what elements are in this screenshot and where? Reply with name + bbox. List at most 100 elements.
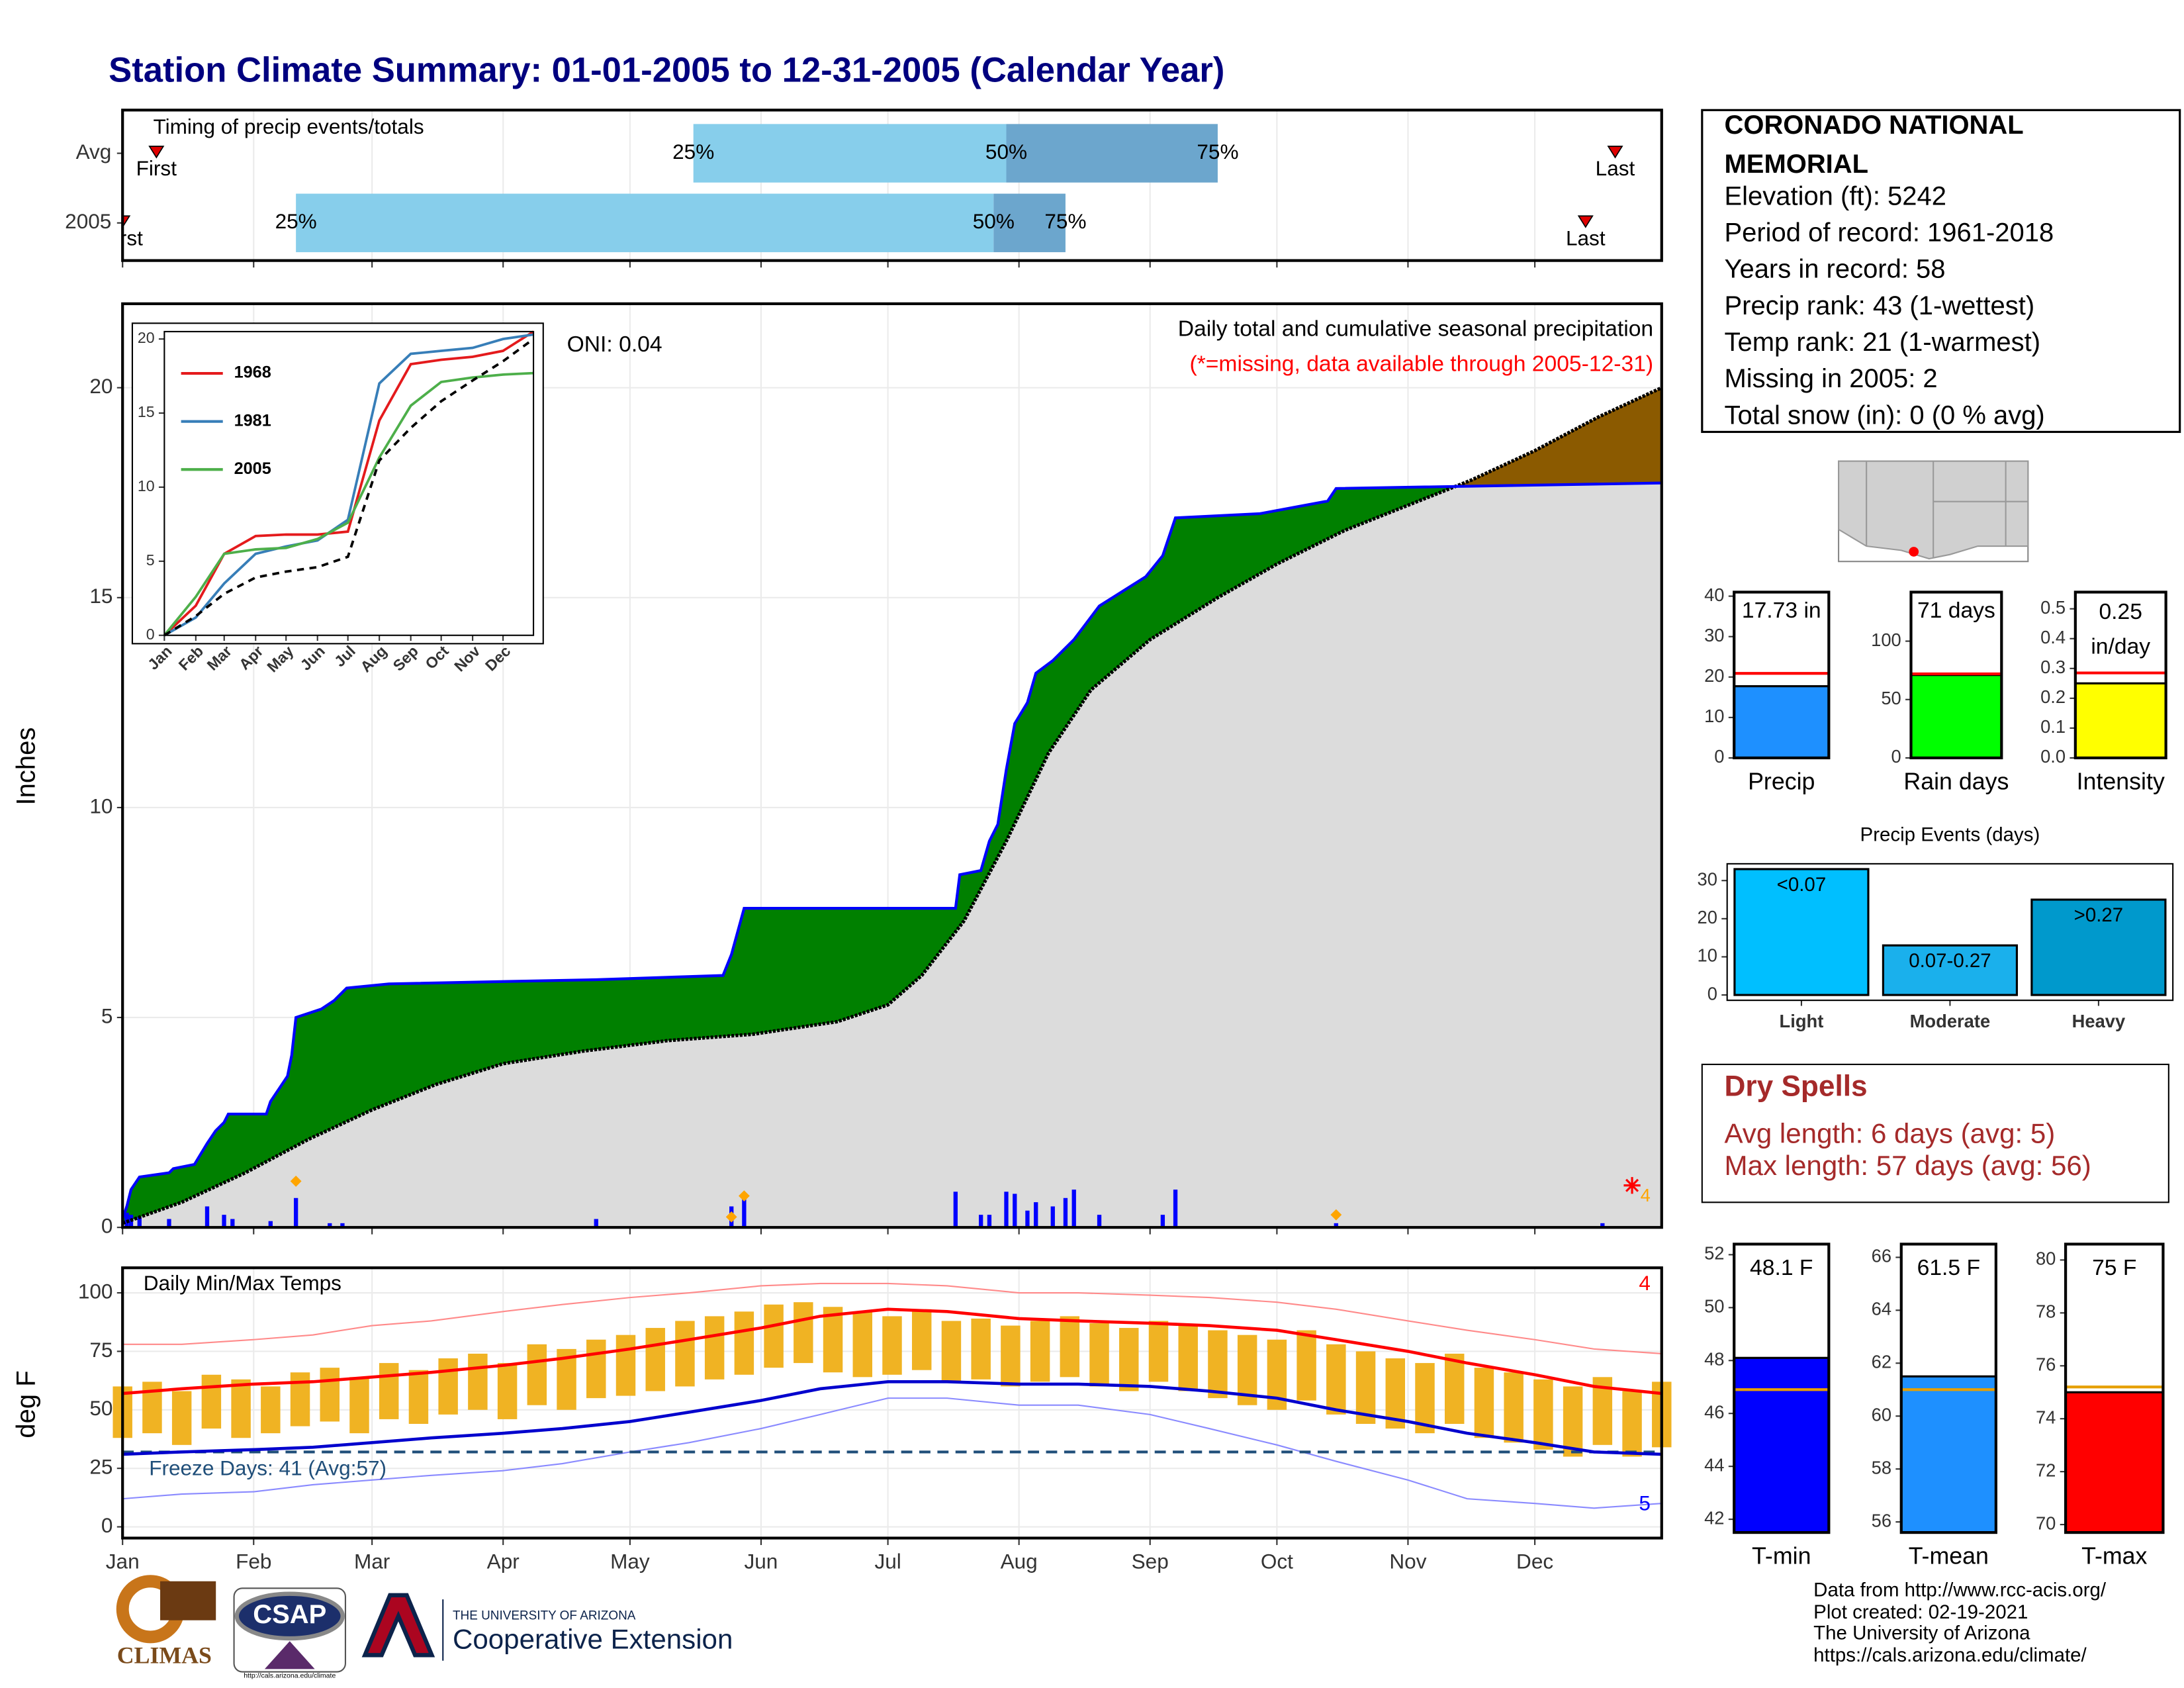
daily-range-bar bbox=[468, 1353, 488, 1410]
y-tick-label: 20 bbox=[1698, 907, 1717, 927]
extreme-marker bbox=[738, 1190, 750, 1202]
y-axis-label: Inches bbox=[12, 727, 41, 806]
footer-line: The University of Arizona bbox=[1813, 1622, 2030, 1644]
y-tick-label: 72 bbox=[2036, 1460, 2056, 1480]
station-line: Precip rank: 43 (1-wettest) bbox=[1724, 291, 2034, 320]
y-tick-label: 80 bbox=[2036, 1248, 2056, 1269]
plot-frame bbox=[1726, 863, 2174, 1002]
daily-range-bar bbox=[1444, 1353, 1465, 1425]
station-name: CORONADO NATIONAL bbox=[1724, 111, 2023, 140]
bar bbox=[296, 193, 994, 252]
daily-range-bar bbox=[261, 1386, 281, 1434]
annotation: 5 bbox=[1639, 1491, 1651, 1515]
daily-bar bbox=[594, 1219, 598, 1228]
bar bbox=[1006, 124, 1218, 183]
chart-title: Daily total and cumulative seasonal prec… bbox=[1178, 317, 1653, 342]
chart-title: Precip Events (days) bbox=[1860, 824, 2040, 846]
y-tick-label: 44 bbox=[1704, 1454, 1724, 1475]
y-tick-label: 58 bbox=[1872, 1457, 1891, 1477]
daily-range-bar bbox=[852, 1311, 873, 1378]
daily-range-bar bbox=[1622, 1391, 1642, 1457]
x-tick-label: Mar bbox=[354, 1550, 390, 1573]
daily-bar bbox=[293, 1197, 298, 1228]
daily-range-bar bbox=[1001, 1325, 1021, 1387]
daily-bar bbox=[1063, 1197, 1068, 1228]
y-tick-label: 0.5 bbox=[2040, 597, 2066, 618]
y-tick-label: 10 bbox=[1704, 706, 1724, 726]
daily-range-bar bbox=[764, 1304, 784, 1368]
daily-range-bar bbox=[734, 1311, 754, 1375]
daily-range-bar bbox=[794, 1302, 813, 1364]
footer-line: https://cals.arizona.edu/climate/ bbox=[1813, 1644, 2087, 1666]
value-label: 71 days bbox=[1917, 598, 1995, 623]
x-tick-label: Dec bbox=[1516, 1550, 1553, 1573]
dry-spells-line: Avg length: 6 days (avg: 5) bbox=[1724, 1117, 2055, 1149]
inset-background bbox=[131, 322, 544, 645]
y-tick-label: 0 bbox=[1714, 746, 1724, 767]
extreme-marker bbox=[725, 1211, 737, 1223]
daily-range-bar bbox=[971, 1318, 991, 1380]
chart-title: Station Climate Summary: 01-01-2005 to 1… bbox=[109, 50, 1224, 89]
y-tick-label: 100 bbox=[78, 1279, 113, 1303]
chart-subtitle: (*=missing, data available through 2005-… bbox=[1189, 352, 1653, 376]
daily-range-bar bbox=[408, 1370, 429, 1425]
annotation: Freeze Days: 41 (Avg:57) bbox=[149, 1456, 387, 1480]
daily-bar bbox=[1334, 1223, 1338, 1228]
y-tick-label: 64 bbox=[1872, 1299, 1891, 1319]
station-line: Total snow (in): 0 (0 % avg) bbox=[1724, 400, 2044, 430]
plot-frame bbox=[163, 330, 535, 636]
daily-bar bbox=[1160, 1215, 1165, 1228]
daily-range-bar bbox=[675, 1321, 695, 1387]
daily-range-bar bbox=[349, 1377, 369, 1434]
y-tick-label: 20 bbox=[1704, 665, 1724, 686]
daily-bar bbox=[230, 1219, 235, 1228]
value-unit: in/day bbox=[2091, 635, 2150, 659]
y-tick-label: 0.1 bbox=[2040, 716, 2066, 737]
event-marker bbox=[148, 146, 165, 159]
daily-range-bar bbox=[379, 1363, 399, 1419]
y-tick-label: 0.2 bbox=[2040, 686, 2066, 707]
bar bbox=[2074, 682, 2167, 759]
logo-text: Cooperative Extension bbox=[453, 1623, 733, 1654]
daily-range-bar bbox=[1178, 1325, 1198, 1391]
event-label: Last bbox=[1566, 226, 1606, 250]
record-min-line bbox=[122, 1397, 1662, 1509]
y-tick-label: 0 bbox=[101, 1214, 113, 1238]
event-marker bbox=[1607, 146, 1623, 159]
bar bbox=[993, 193, 1066, 252]
logos: CLIMAS CSAP http://cals.arizona.edu/clim… bbox=[116, 1575, 733, 1680]
x-tick-label: Light bbox=[1780, 1011, 1824, 1031]
daily-range-bar bbox=[941, 1321, 962, 1382]
event-marker bbox=[122, 215, 131, 228]
daily-range-bar bbox=[1060, 1316, 1080, 1378]
daily-range-bar bbox=[1355, 1351, 1376, 1425]
annotation: 4 bbox=[1639, 1271, 1651, 1295]
y-tick-label: 100 bbox=[1871, 630, 1901, 650]
y-tick-label: 0 bbox=[1891, 746, 1901, 767]
observed-line bbox=[121, 481, 1662, 1220]
record-max-line bbox=[122, 1282, 1662, 1355]
daily-range-bar bbox=[497, 1363, 518, 1419]
daily-bar bbox=[1004, 1192, 1009, 1228]
plot-frame bbox=[1733, 1243, 1831, 1534]
daily-bar bbox=[1034, 1202, 1038, 1228]
daily-range-bar bbox=[1474, 1368, 1494, 1438]
daily-bar bbox=[979, 1215, 983, 1228]
daily-range-bar bbox=[1415, 1363, 1435, 1434]
x-tick-label: Aug bbox=[1001, 1550, 1038, 1573]
timing-layer: 25% 50% 75% First Last 25% 50% 75% First Last bbox=[122, 124, 1635, 252]
daily-range-bar bbox=[645, 1328, 665, 1391]
y-tick-label: 20 bbox=[89, 374, 113, 398]
daily-range-bar bbox=[1089, 1323, 1109, 1387]
station-line: Elevation (ft): 5242 bbox=[1724, 181, 1946, 211]
daily-bar bbox=[205, 1206, 210, 1228]
y-tick-label: 30 bbox=[1698, 868, 1717, 889]
average-line bbox=[122, 386, 1662, 1225]
plot-frame bbox=[2073, 590, 2167, 760]
y-tick-label: 50 bbox=[1704, 1296, 1724, 1317]
y-tick-label: 42 bbox=[1704, 1507, 1724, 1528]
value-label: >0.27 bbox=[2074, 904, 2124, 926]
daily-bar bbox=[222, 1215, 226, 1228]
daily-range-bar bbox=[704, 1316, 725, 1380]
daily-bar bbox=[1050, 1206, 1055, 1228]
